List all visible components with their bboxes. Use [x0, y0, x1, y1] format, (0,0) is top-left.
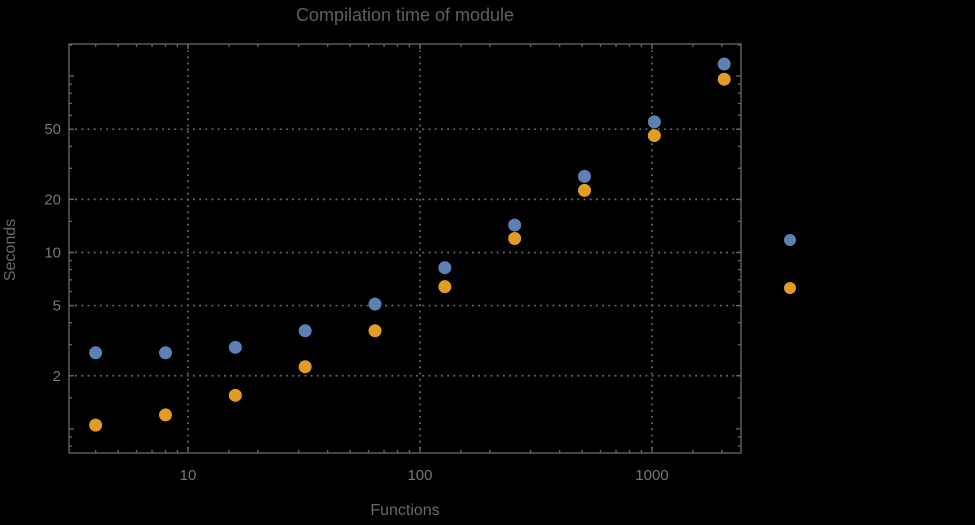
data-point-series-1 [578, 169, 592, 183]
data-point-series-1 [647, 115, 661, 129]
plot-frame [68, 43, 742, 454]
y-tick-label: 2 [53, 368, 61, 385]
data-point-series-2 [298, 360, 312, 374]
y-tick-label: 20 [44, 191, 61, 208]
data-point-series-1 [89, 346, 103, 360]
x-tick-label: 1000 [635, 467, 668, 484]
x-tick-label: 10 [180, 467, 197, 484]
data-point-series-2 [717, 72, 731, 86]
y-tick-label: 5 [53, 298, 61, 315]
data-point-series-2 [228, 388, 242, 402]
y-tick-label: 50 [44, 121, 61, 138]
chart-title: Compilation time of module [295, 5, 515, 25]
data-point-series-1 [508, 218, 522, 232]
data-point-series-2 [158, 408, 172, 422]
legend-marker-2 [784, 282, 796, 294]
data-point-series-1 [298, 324, 312, 338]
y-tick-label: 10 [44, 244, 61, 261]
data-point-series-2 [89, 418, 103, 432]
data-point-series-1 [158, 346, 172, 360]
x-tick-label: 100 [407, 467, 432, 484]
data-point-series-1 [438, 261, 452, 275]
data-point-series-2 [508, 232, 522, 246]
x-axis-label: Functions [370, 502, 440, 519]
data-point-series-2 [647, 129, 661, 143]
data-point-series-1 [228, 340, 242, 354]
data-point-series-2 [578, 183, 592, 197]
data-point-series-1 [717, 57, 731, 71]
legend-marker-1 [784, 234, 796, 246]
data-point-series-1 [368, 297, 382, 311]
data-point-series-2 [438, 280, 452, 294]
data-point-series-2 [368, 324, 382, 338]
